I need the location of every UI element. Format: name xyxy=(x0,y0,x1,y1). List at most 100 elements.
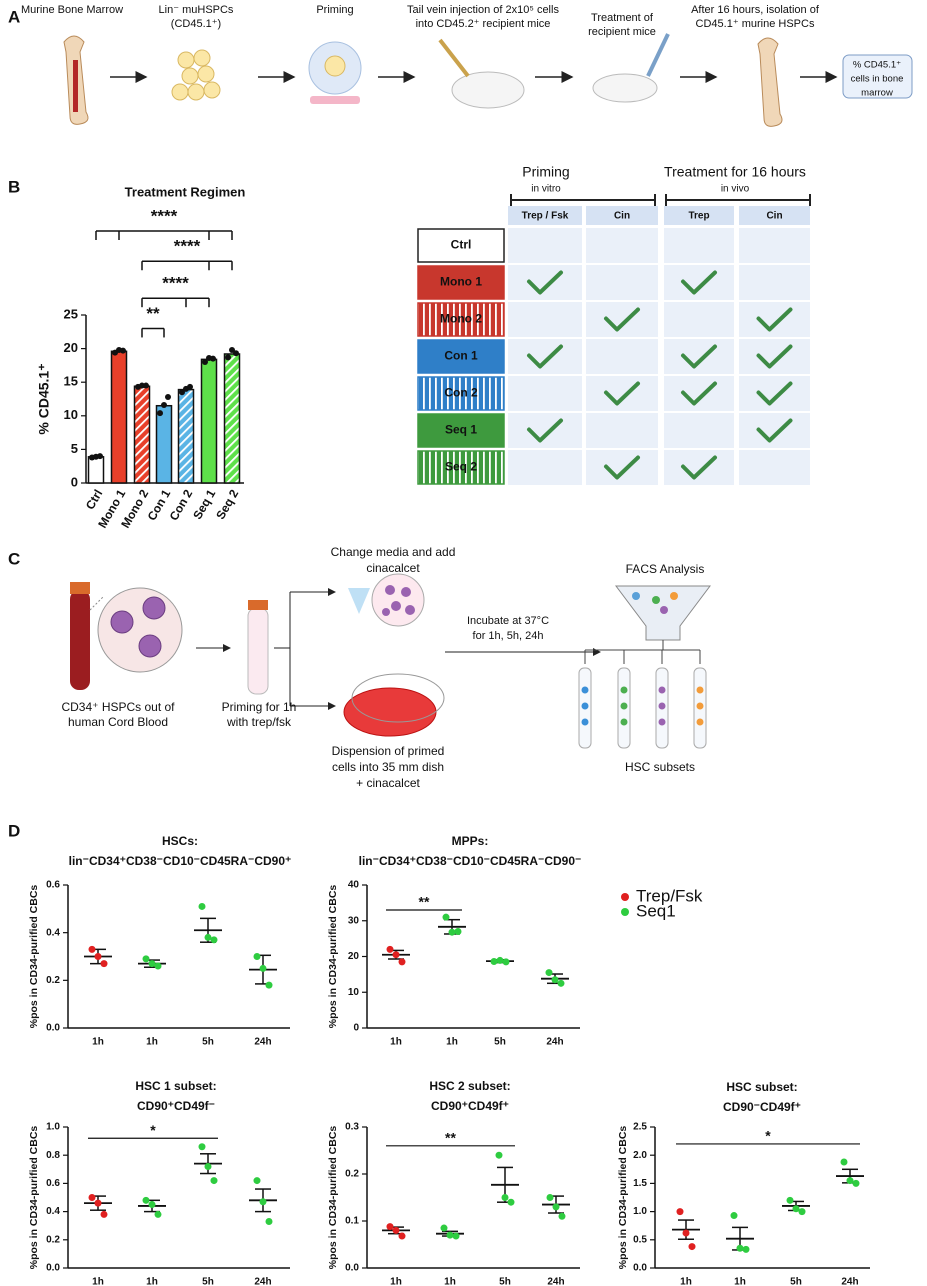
chart-title: HSC subset: xyxy=(726,1080,797,1094)
cell xyxy=(508,302,582,337)
well xyxy=(371,573,425,627)
step-label: CD34⁺ HSPCs out of xyxy=(61,700,175,714)
y-tick-label: 40 xyxy=(348,880,360,891)
cell xyxy=(586,339,658,374)
mouse xyxy=(451,71,525,109)
data-point xyxy=(840,1158,848,1166)
column-header-cell xyxy=(664,206,734,225)
row-label: Ctrl xyxy=(451,238,472,252)
y-tick-label: 0.6 xyxy=(46,1178,60,1189)
y-axis-label: %pos in CD34-purified CBCs xyxy=(327,885,339,1029)
cell xyxy=(508,413,582,448)
step-label: recipient mice xyxy=(588,26,656,38)
data-point xyxy=(552,1203,560,1211)
data-point xyxy=(496,956,504,964)
bar xyxy=(110,350,128,484)
data-point xyxy=(440,1224,448,1232)
cell xyxy=(508,376,582,411)
y-axis-label: %pos in CD34-purified CBCs xyxy=(327,1126,339,1270)
check-mark xyxy=(604,307,640,332)
y-axis-label: %pos in CD34-purified CBCs xyxy=(28,1126,40,1270)
bar xyxy=(155,404,173,484)
x-tick-label: Ctrl xyxy=(83,487,105,512)
step-label: % CD45.1⁺ xyxy=(853,60,901,71)
cell xyxy=(664,450,734,485)
zoom-line xyxy=(89,595,105,611)
data-point xyxy=(454,927,462,935)
x-tick-label: 24h xyxy=(254,1277,271,1286)
column-header-cell xyxy=(739,206,810,225)
chart-title: HSC 1 subset: xyxy=(135,1079,216,1093)
bone xyxy=(757,37,783,127)
row-label: Seq 1 xyxy=(445,423,477,437)
result-tubes xyxy=(578,667,707,749)
column-header-cell xyxy=(508,206,582,225)
y-tick-label: 10 xyxy=(64,407,78,422)
data-point xyxy=(398,1232,406,1240)
step-label: cells in bone xyxy=(851,74,904,85)
y-tick-label: 0.2 xyxy=(46,975,60,986)
cell xyxy=(586,450,658,485)
y-tick-label: 0 xyxy=(353,1023,359,1034)
y-tick-label: 20 xyxy=(64,340,78,355)
data-point xyxy=(688,1243,696,1251)
y-axis-label: %pos in CD34-purified CBCs xyxy=(617,1126,629,1270)
cell xyxy=(664,413,734,448)
y-tick-label: 1.5 xyxy=(633,1178,647,1189)
significance-label: * xyxy=(765,1128,771,1144)
significance-label: * xyxy=(150,1122,156,1138)
x-tick-label: Con 2 xyxy=(167,487,196,523)
data-point xyxy=(154,962,162,970)
data-point xyxy=(259,1198,267,1206)
cell xyxy=(508,228,582,263)
data-point xyxy=(265,1217,273,1225)
row-label: Mono 1 xyxy=(440,275,482,289)
data-point xyxy=(94,953,102,960)
data-point xyxy=(97,453,103,460)
significance-label: ** xyxy=(445,1130,456,1146)
y-tick-label: 1.0 xyxy=(633,1206,647,1217)
x-tick-label: 1h xyxy=(92,1277,104,1286)
chart-title: MPPs: xyxy=(452,834,489,848)
step-label: cells into 35 mm dish xyxy=(332,760,444,774)
row-label-box xyxy=(417,413,505,448)
data-point xyxy=(198,1143,206,1151)
data-point xyxy=(148,1201,156,1209)
tube xyxy=(247,607,269,695)
check-mark xyxy=(681,344,717,369)
data-point xyxy=(442,913,450,921)
step-label: (CD45.1⁺) xyxy=(171,18,221,30)
chart-title: HSC 2 subset: xyxy=(429,1079,510,1093)
y-tick-label: 20 xyxy=(348,951,360,962)
step-label: Murine Bone Marrow xyxy=(21,4,123,16)
data-point xyxy=(120,347,126,354)
bar xyxy=(133,385,151,484)
y-tick-label: 10 xyxy=(348,987,360,998)
y-tick-label: 2.0 xyxy=(633,1150,647,1161)
x-tick-label: Seq 2 xyxy=(213,487,241,522)
row-label: Con 2 xyxy=(444,386,478,400)
step-label: with trep/fsk xyxy=(226,715,292,729)
y-tick-label: 0.0 xyxy=(46,1023,60,1034)
cell xyxy=(739,302,810,337)
syringe xyxy=(646,33,670,77)
data-point xyxy=(490,958,498,966)
panel-letter: D xyxy=(8,821,20,840)
step-label: Treatment of xyxy=(591,12,654,24)
cell xyxy=(508,339,582,374)
cell xyxy=(664,302,734,337)
row-label: Mono 2 xyxy=(440,312,482,326)
data-point xyxy=(501,1194,509,1201)
step-label: Priming xyxy=(316,4,353,16)
data-point xyxy=(161,402,167,409)
x-tick-label: 1h xyxy=(390,1037,402,1048)
y-tick-label: 0.5 xyxy=(633,1234,647,1245)
check-mark xyxy=(756,344,793,369)
row-label-box xyxy=(417,228,505,263)
cell xyxy=(739,450,810,485)
y-tick-label: 0.8 xyxy=(46,1150,60,1161)
branch xyxy=(274,591,330,707)
y-tick-label: 15 xyxy=(64,374,78,389)
cell xyxy=(324,55,346,77)
data-point xyxy=(682,1229,690,1237)
